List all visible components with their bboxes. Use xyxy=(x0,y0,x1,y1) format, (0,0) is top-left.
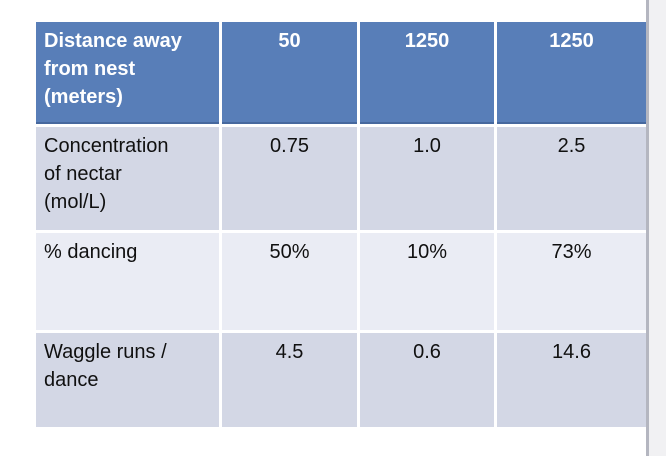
row-label-concentration: Concentration of nectar (mol/L) xyxy=(36,127,219,230)
header-cell-distance-label: Distance away from nest (meters) xyxy=(36,22,219,124)
cell-concentration-col1: 0.75 xyxy=(222,127,357,230)
header-cell-distance-1250-a: 1250 xyxy=(360,22,494,124)
cell-waggle-col3: 14.6 xyxy=(497,333,646,427)
cell-dancing-col1: 50% xyxy=(222,233,357,330)
side-panel xyxy=(649,0,666,456)
slide-edge-divider xyxy=(646,0,649,456)
cell-concentration-col2: 1.0 xyxy=(360,127,494,230)
cell-waggle-col2: 0.6 xyxy=(360,333,494,427)
cell-concentration-col3: 2.5 xyxy=(497,127,646,230)
row-label-percent-dancing: % dancing xyxy=(36,233,219,330)
header-cell-distance-1250-b: 1250 xyxy=(497,22,646,124)
slide-canvas: Distance away from nest (meters) 50 1250… xyxy=(0,0,646,456)
cell-dancing-col3: 73% xyxy=(497,233,646,330)
waggle-dance-data-table: Distance away from nest (meters) 50 1250… xyxy=(36,22,646,427)
cell-dancing-col2: 10% xyxy=(360,233,494,330)
row-label-waggle-runs: Waggle runs / dance xyxy=(36,333,219,427)
cell-waggle-col1: 4.5 xyxy=(222,333,357,427)
header-cell-distance-50: 50 xyxy=(222,22,357,124)
